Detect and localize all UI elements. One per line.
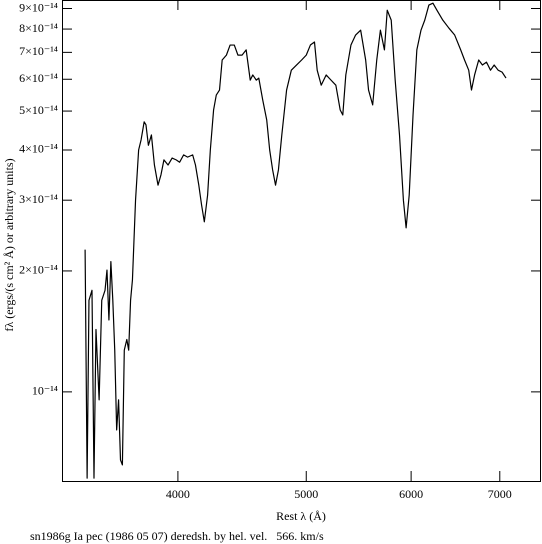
y-tick-label: 6×10⁻¹⁴ (19, 71, 58, 85)
x-tick-label: 6000 (399, 487, 423, 501)
y-tick-label: 8×10⁻¹⁴ (19, 21, 58, 35)
x-tick-label: 7000 (488, 487, 512, 501)
x-axis-label: Rest λ (Å) (276, 509, 326, 523)
y-tick-label: 10⁻¹⁴ (32, 384, 58, 398)
chart-title: sn1986g Ia pec (1986 05 07) deredsh. by … (30, 529, 324, 543)
x-tick-label: 4000 (166, 487, 190, 501)
y-tick-label: 9×10⁻¹⁴ (19, 0, 58, 14)
y-tick-label: 2×10⁻¹⁴ (19, 263, 58, 277)
y-tick-label: 5×10⁻¹⁴ (19, 103, 58, 117)
spectrum-line (84, 2, 507, 479)
y-tick-label: 7×10⁻¹⁴ (19, 44, 58, 58)
y-axis-label: fλ (ergs/(s cm² Å) or arbitrary units) (2, 158, 16, 331)
x-tick-label: 5000 (294, 487, 318, 501)
y-tick-label: 3×10⁻¹⁴ (19, 192, 58, 206)
plot-frame (62, 0, 541, 482)
y-tick-label: 4×10⁻¹⁴ (19, 142, 58, 156)
